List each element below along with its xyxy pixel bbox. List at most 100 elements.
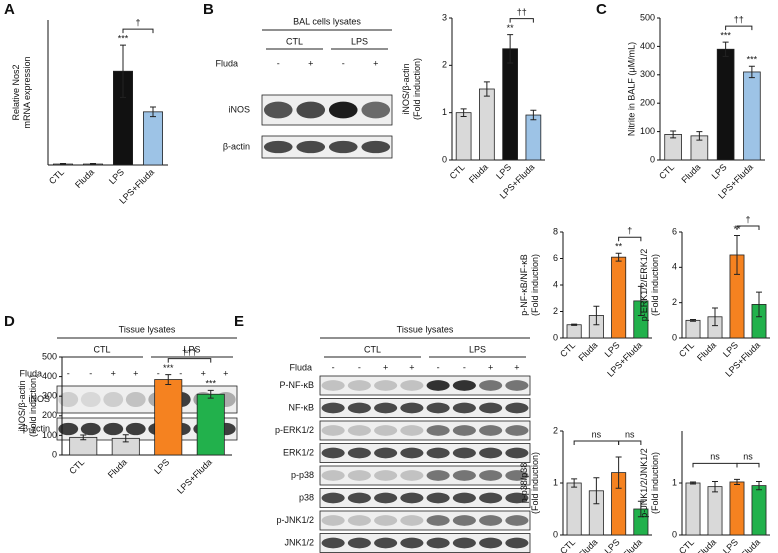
x-tick-label: Fluda [576, 537, 599, 553]
error-bar [507, 34, 514, 64]
blot-strip [319, 443, 531, 463]
band [321, 470, 345, 481]
x-tick-label: LPS [603, 340, 622, 359]
x-tick-label: Fluda [467, 162, 490, 185]
band [80, 422, 101, 436]
band [452, 537, 476, 549]
band [58, 391, 79, 408]
band [426, 425, 450, 436]
y-tick-label: 1 [442, 107, 447, 117]
group-label: LPS [469, 344, 486, 354]
significance: *** [163, 363, 174, 373]
band [400, 447, 424, 459]
y-tick-label: 2 [553, 425, 558, 435]
significance: † [135, 18, 140, 28]
blot-strip [319, 375, 531, 396]
error-bar [690, 318, 696, 322]
x-tick-label: CTL [67, 457, 86, 476]
error-bar [734, 235, 740, 275]
treatment-sign: - [277, 58, 280, 68]
significance: †† [734, 15, 744, 25]
y-tick-label: 0 [442, 154, 447, 164]
y-axis-label: Relative Nos2 [11, 64, 21, 120]
blot-strip [319, 398, 531, 418]
treatment-sign: + [201, 368, 206, 378]
error-bar [722, 41, 729, 57]
blot-row-label: p38 [299, 492, 314, 502]
bar [479, 88, 495, 161]
band [505, 492, 529, 504]
significance: ** [507, 23, 515, 33]
band [505, 515, 529, 526]
treatment-label: Fluda [215, 58, 238, 68]
y-tick-label: 500 [640, 12, 655, 22]
error-bar [207, 389, 214, 399]
band [452, 492, 476, 504]
y-tick-label: 100 [640, 126, 655, 136]
y-tick-label: 8 [553, 226, 558, 236]
y-tick-label: 4 [672, 262, 677, 272]
y-axis-label: p-p38/p38 [519, 463, 529, 504]
band [479, 425, 503, 436]
treatment-sign: - [67, 368, 70, 378]
x-tick-label: CTL [657, 162, 676, 181]
band [426, 492, 450, 504]
band [347, 515, 371, 526]
x-tick-label: Fluda [679, 162, 702, 185]
y-tick-label: 4 [553, 279, 558, 289]
bracket [167, 358, 212, 363]
significance: *** [205, 379, 216, 389]
bracket [618, 440, 642, 445]
band [321, 380, 345, 391]
band [347, 425, 371, 436]
x-tick-label: CTL [448, 162, 467, 181]
significance: ** [615, 242, 623, 252]
group-label: CTL [93, 344, 110, 354]
error-bar [150, 106, 156, 118]
band [505, 447, 529, 459]
band [361, 140, 391, 154]
band [479, 470, 503, 481]
blot-row-label: p-JNK1/2 [276, 515, 314, 525]
bar [685, 319, 701, 339]
error-bar [90, 163, 96, 166]
bar [196, 393, 225, 456]
band [400, 402, 424, 414]
bar [716, 48, 735, 161]
band [328, 140, 358, 154]
panel-letter: B [203, 1, 214, 18]
y-axis-label: p-ERK1/2/ERK1/2 [639, 249, 649, 322]
bar [455, 112, 472, 161]
band [479, 537, 503, 549]
blot-strip [261, 135, 393, 159]
significance: †† [517, 7, 527, 17]
band [452, 380, 476, 391]
bar [566, 324, 582, 339]
bracket [736, 462, 760, 468]
error-bar [615, 252, 622, 262]
band [505, 425, 529, 436]
band [361, 101, 391, 119]
treatment-sign: + [308, 58, 313, 68]
x-tick-label: LPS [710, 162, 729, 181]
band [479, 402, 503, 414]
band [374, 447, 398, 459]
blot-title: BAL cells lysates [293, 16, 361, 26]
x-tick-label: LPS [152, 457, 171, 476]
x-tick-label: Fluda [695, 340, 718, 363]
y-axis-label: iNOS/β-actin [17, 380, 27, 431]
y-axis-label: iNOS/β-actin [401, 63, 411, 114]
band [80, 391, 101, 408]
band [321, 515, 345, 526]
treatment-sign: + [383, 362, 388, 372]
significance: *** [720, 31, 731, 41]
significance: ns [710, 452, 720, 462]
band [479, 515, 503, 526]
error-bar [756, 291, 762, 318]
band [296, 140, 326, 154]
treatment-label: Fluda [19, 368, 42, 378]
treatment-sign: - [332, 362, 335, 372]
significance: ns [592, 429, 602, 439]
blot-row-label: β-actin [223, 141, 250, 151]
